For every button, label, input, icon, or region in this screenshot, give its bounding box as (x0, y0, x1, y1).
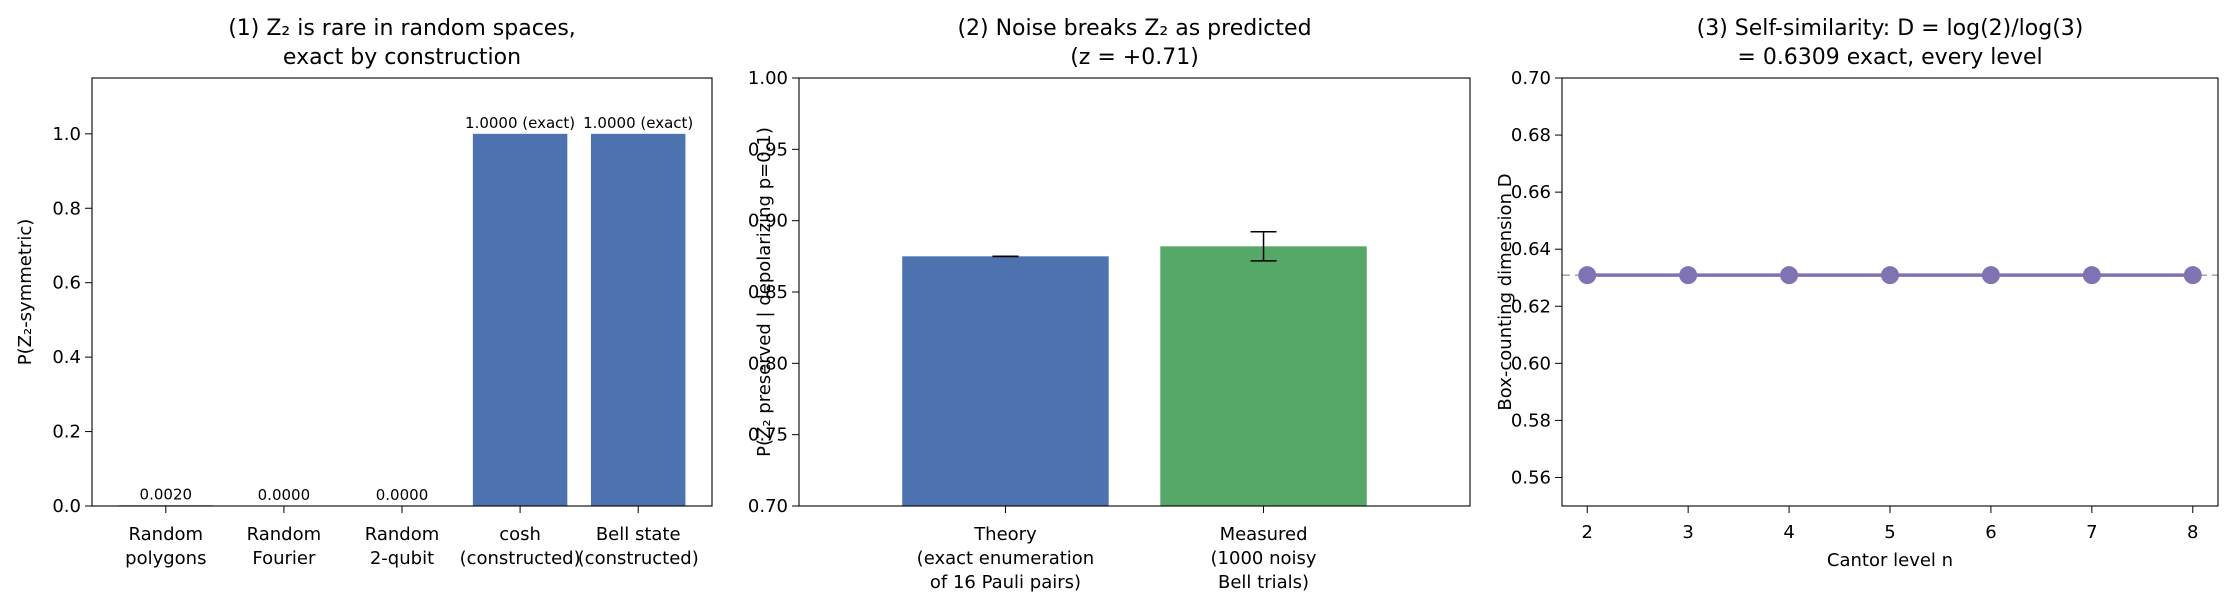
y-tick-label: 0.90 (748, 211, 788, 232)
bar (590, 133, 686, 506)
chart-title: exact by construction (283, 45, 521, 70)
y-tick-label: 0.68 (1511, 125, 1551, 146)
chart-title: = 0.6309 exact, every level (1737, 45, 2042, 70)
x-tick-label: Bell state (596, 524, 681, 545)
y-axis-label: P(Z₂ preserved | depolarizing p=0.1) (754, 127, 775, 457)
data-point (1578, 266, 1597, 285)
y-tick-label: 0.85 (748, 282, 788, 303)
data-point (1881, 266, 1899, 285)
x-tick-label: (constructed) (460, 548, 581, 569)
y-tick-label: 0.56 (1511, 467, 1551, 488)
x-tick-label: 5 (1884, 522, 1895, 543)
x-tick-label: 4 (1783, 522, 1794, 543)
bar (472, 133, 568, 506)
bar (902, 256, 1109, 506)
y-tick-label: 1.00 (748, 68, 788, 89)
x-tick-label: Fourier (252, 548, 316, 569)
data-point (1981, 266, 2000, 285)
y-tick-label: 0.60 (1511, 353, 1551, 374)
chart-title: (z = +0.71) (1070, 45, 1199, 70)
y-tick-label: 0.66 (1511, 182, 1551, 203)
y-tick-label: 0.75 (748, 425, 788, 446)
axes-frame (1561, 77, 2219, 507)
x-tick-label: cosh (499, 524, 541, 545)
x-tick-label: 2 (1582, 522, 1593, 543)
y-tick-label: 0.62 (1511, 296, 1551, 317)
x-tick-label: Random (247, 524, 322, 545)
x-tick-label: 8 (2187, 522, 2198, 543)
y-tick-label: 0.4 (52, 347, 81, 368)
y-tick-label: 1.0 (52, 124, 81, 145)
y-tick-label: 0.64 (1511, 239, 1551, 260)
y-tick-label: 0.80 (748, 353, 788, 374)
x-tick-label: (exact enumeration (917, 548, 1095, 569)
x-tick-label: (constructed) (578, 548, 699, 569)
y-tick-label: 0.58 (1511, 410, 1551, 431)
data-label: 0.0000 (376, 486, 429, 504)
data-label: 1.0000 (exact) (583, 114, 693, 132)
axes-frame (798, 77, 1471, 507)
data-point (2082, 266, 2101, 285)
x-tick-label: 2-qubit (370, 548, 434, 569)
data-point (1780, 266, 1799, 285)
chart-title: (1) Z₂ is rare in random spaces, (228, 16, 576, 41)
x-tick-label: 7 (2086, 522, 2097, 543)
x-tick-label: 6 (1985, 522, 1996, 543)
x-tick-label: Measured (1220, 524, 1308, 545)
chart-title: (3) Self-similarity: D = log(2)/log(3) (1697, 16, 2084, 41)
y-tick-label: 0.8 (52, 198, 81, 219)
x-tick-label: 3 (1682, 522, 1693, 543)
y-axis-label: P(Z₂-symmetric) (15, 219, 36, 365)
bar (1160, 246, 1367, 506)
x-tick-label: Random (129, 524, 204, 545)
x-tick-label: (1000 noisy (1211, 548, 1317, 569)
y-tick-label: 0.95 (748, 139, 788, 160)
chart-title: (2) Noise breaks Z₂ as predicted (957, 16, 1311, 41)
y-tick-label: 0.70 (1511, 68, 1551, 89)
x-tick-label: polygons (125, 548, 206, 569)
y-tick-label: 0.70 (748, 496, 788, 517)
x-tick-label: Random (365, 524, 440, 545)
y-tick-label: 0.6 (52, 273, 81, 294)
x-tick-label: of 16 Pauli pairs) (930, 572, 1081, 593)
y-tick-label: 0.2 (52, 422, 81, 443)
data-point (2183, 266, 2202, 285)
data-point (1679, 266, 1698, 285)
data-label: 0.0020 (140, 485, 193, 503)
data-label: 1.0000 (exact) (465, 114, 575, 132)
data-label: 0.0000 (258, 486, 311, 504)
y-axis-label: Box-counting dimension D (1495, 173, 1516, 410)
x-axis-label: Cantor level n (1827, 550, 1953, 571)
x-tick-label: Bell trials) (1218, 572, 1309, 593)
y-tick-label: 0.0 (52, 496, 81, 517)
x-tick-label: Theory (973, 524, 1037, 545)
